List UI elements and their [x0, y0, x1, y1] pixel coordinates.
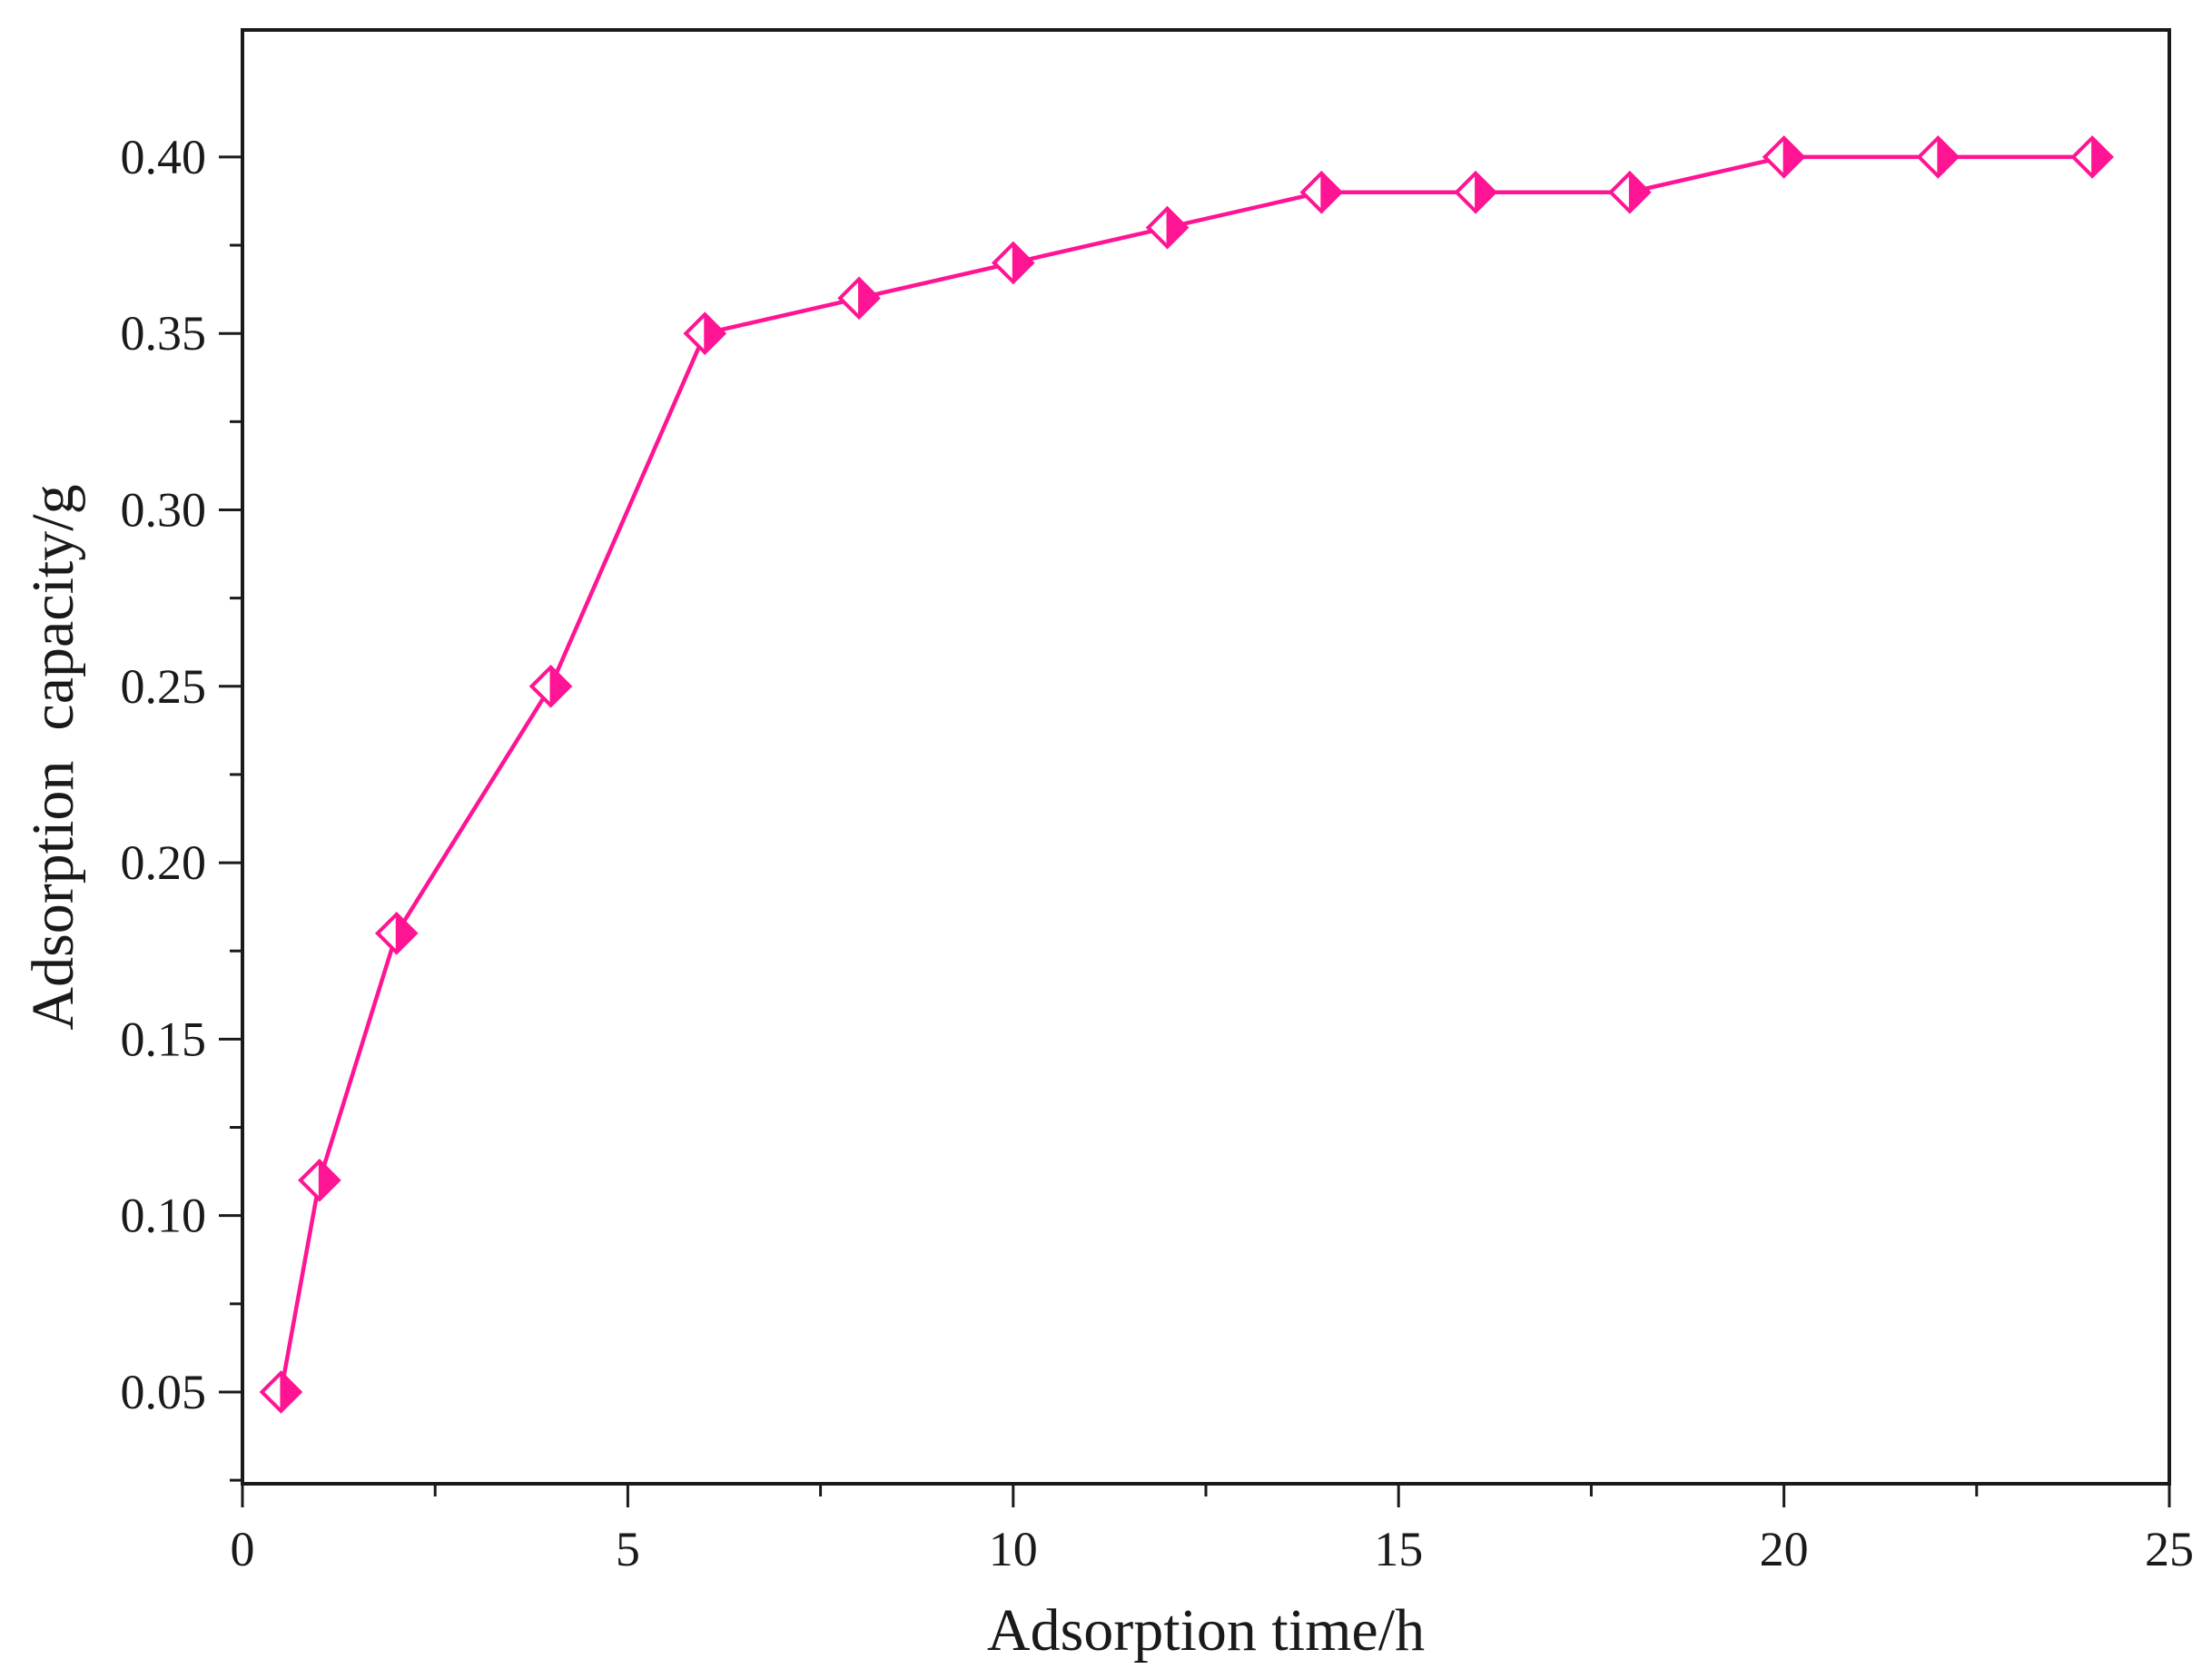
data-point	[1916, 135, 1960, 179]
y-tick-label: 0.25	[121, 659, 207, 714]
data-point	[374, 911, 419, 955]
data-point	[1145, 205, 1190, 250]
y-tick-label: 0.05	[121, 1365, 207, 1419]
y-tick-label: 0.40	[121, 130, 207, 184]
tick-labels: 0 5 10 15 20 25 0.05 0.10 0.15 0.20 0.25 0.30 0.35 0.…	[121, 130, 2195, 1576]
x-tick-label: 15	[1374, 1522, 1423, 1576]
data-point	[298, 1158, 341, 1202]
data-point	[1299, 170, 1344, 214]
y-tick-label: 0.30	[121, 482, 207, 537]
axis-ticks	[219, 155, 2171, 1507]
x-tick-label: 10	[989, 1522, 1038, 1576]
data-point	[1608, 170, 1652, 214]
x-tick-label: 20	[1760, 1522, 1809, 1576]
data-point	[259, 1370, 303, 1414]
data-point	[1454, 170, 1497, 214]
y-tick-label: 0.35	[121, 306, 207, 360]
y-tick-label: 0.20	[121, 835, 207, 890]
y-tick-label: 0.10	[121, 1189, 207, 1243]
x-axis-title: Adsorption time/h	[987, 1597, 1425, 1664]
data-point	[683, 311, 727, 356]
series-line	[279, 154, 2093, 1393]
data-point	[2070, 135, 2114, 179]
x-tick-label: 25	[2145, 1522, 2194, 1576]
data-markers	[259, 135, 2114, 1414]
y-axis-title: Adsorption capacity/g	[20, 484, 86, 1030]
x-tick-label: 0	[231, 1522, 255, 1576]
plot-frame	[241, 28, 2171, 1486]
data-point	[991, 241, 1035, 285]
data-point	[1762, 135, 1806, 179]
data-point	[528, 664, 573, 708]
y-tick-label: 0.15	[121, 1012, 207, 1066]
data-point	[837, 276, 881, 321]
x-tick-label: 5	[616, 1522, 640, 1576]
